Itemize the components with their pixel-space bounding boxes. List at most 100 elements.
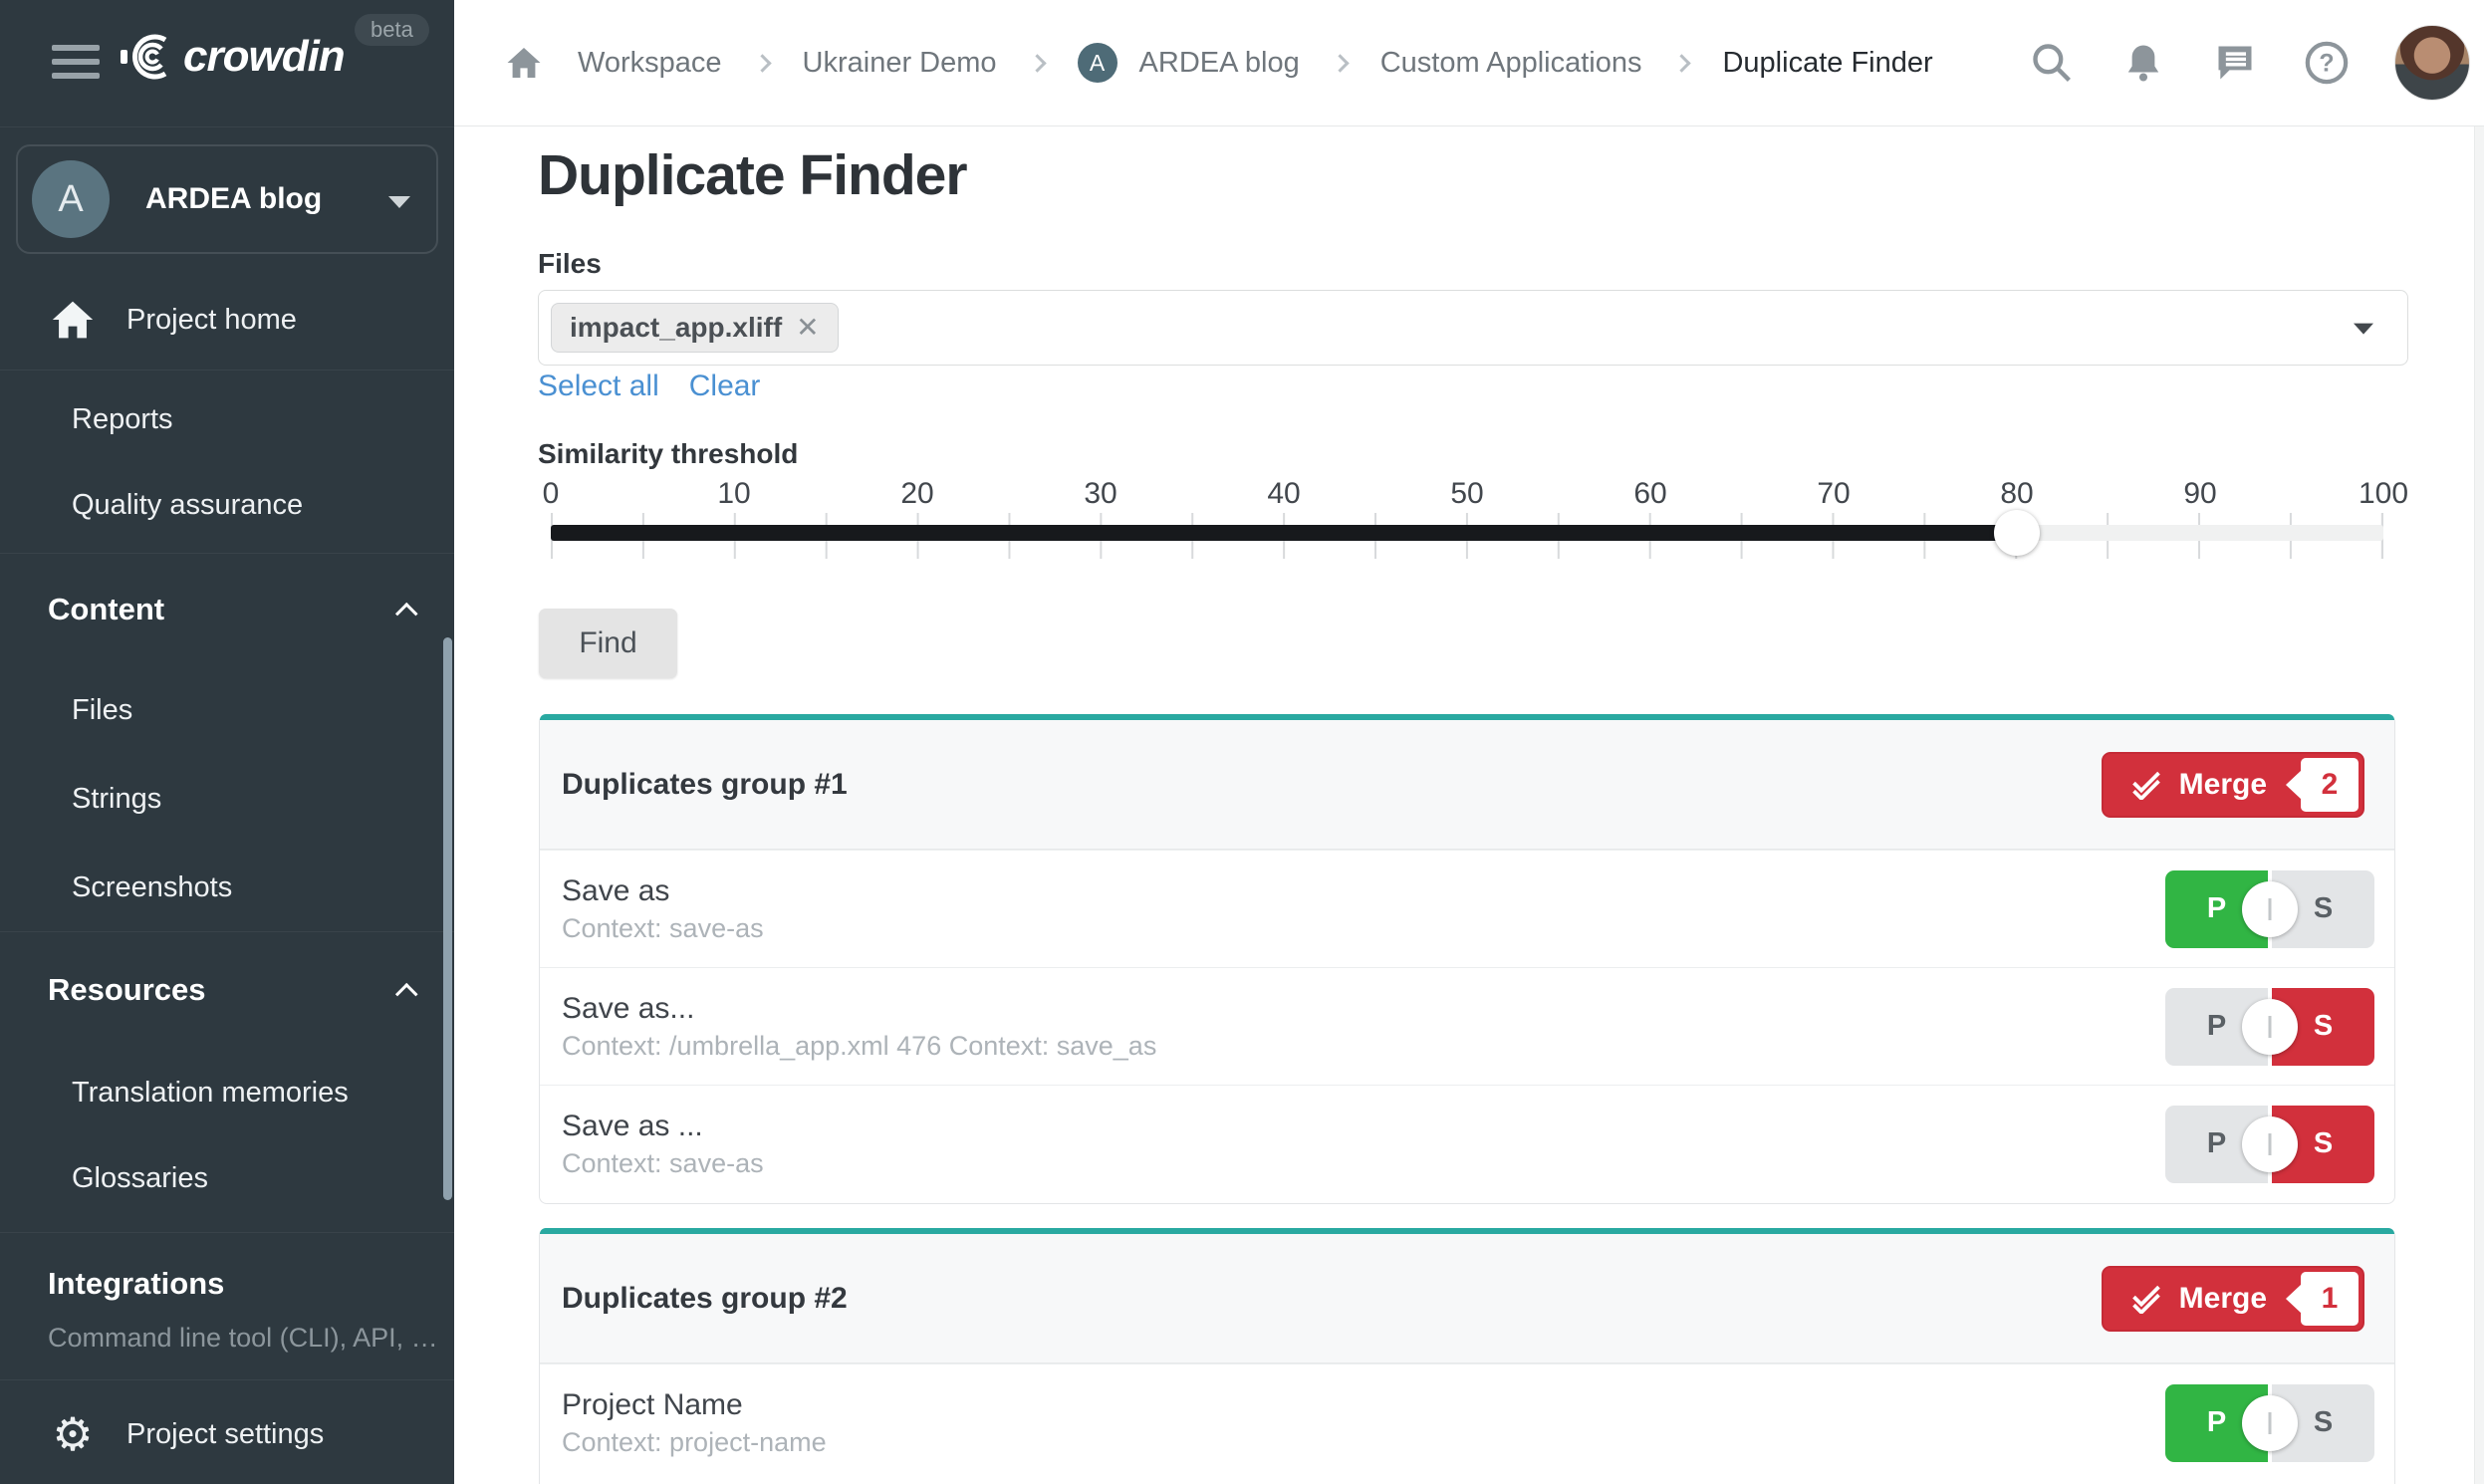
breadcrumb: Workspace Ukrainer Demo A ARDEA blog Cus…: [504, 0, 1933, 125]
similarity-threshold-slider[interactable]: [551, 510, 2383, 556]
beta-badge: beta: [355, 14, 429, 46]
sidebar-item-screenshots[interactable]: Screenshots: [72, 870, 233, 903]
page-title: Duplicate Finder: [538, 143, 968, 207]
slider-tick-label: 20: [900, 477, 934, 510]
chevron-right-icon: [752, 53, 772, 73]
sidebar-scrollbar-thumb[interactable]: [443, 637, 452, 1200]
project-name: ARDEA blog: [145, 182, 323, 215]
selected-file-tag: impact_app.xliff ✕: [551, 303, 839, 353]
sidebar-divider: [0, 1379, 454, 1380]
breadcrumb-ukrainer-demo[interactable]: Ukrainer Demo: [802, 46, 997, 79]
merge-button[interactable]: Merge 1: [2101, 1265, 2364, 1332]
remove-tag-icon[interactable]: ✕: [796, 312, 820, 343]
toggle-knob[interactable]: [2242, 1394, 2298, 1451]
check-double-icon: [2131, 1285, 2160, 1314]
main-content: Duplicate Finder Files impact_app.xliff …: [454, 126, 2484, 1484]
sidebar-divider: [0, 126, 454, 127]
help-icon[interactable]: ?: [2303, 39, 2351, 87]
toggle-knob[interactable]: [2242, 998, 2298, 1055]
merge-button[interactable]: Merge 2: [2101, 751, 2364, 818]
integrations-subtitle: Command line tool (CLI), API, …: [48, 1323, 436, 1353]
notifications-bell-icon[interactable]: [2119, 39, 2167, 87]
chevron-down-icon: [388, 196, 410, 208]
select-all-link[interactable]: Select all: [538, 370, 659, 402]
slider-tick-label: 100: [2358, 477, 2409, 510]
search-icon[interactable]: [2028, 39, 2076, 87]
primary-secondary-toggle[interactable]: P S: [2165, 1383, 2374, 1462]
breadcrumb-workspace[interactable]: Workspace: [578, 46, 722, 79]
toggle-knob[interactable]: [2242, 880, 2298, 937]
sidebar-item-files[interactable]: Files: [72, 693, 133, 726]
sidebar: crowdin beta A ARDEA blog Project home R…: [0, 0, 454, 1484]
sidebar-item-reports[interactable]: Reports: [72, 402, 173, 435]
slider-tick-label: 60: [1633, 477, 1667, 510]
select-caret-icon: [2354, 323, 2373, 335]
project-selector[interactable]: A ARDEA blog: [16, 144, 438, 254]
chevron-right-icon: [1331, 53, 1350, 73]
breadcrumb-project-avatar: A: [1077, 43, 1118, 83]
duplicates-group-card: Duplicates group #2 Merge 1 Project Name…: [539, 1228, 2395, 1484]
string-context: Context: save-as: [562, 912, 764, 943]
slider-tick-label: 70: [1817, 477, 1851, 510]
slider-tick-label: 80: [2000, 477, 2034, 510]
card-accent-bar: [540, 714, 2394, 720]
sidebar-divider: [0, 931, 454, 932]
sidebar-item-translation-memories[interactable]: Translation memories: [72, 1076, 349, 1109]
duplicate-row: Project Name Context: project-name P S: [540, 1363, 2394, 1481]
sidebar-item-project-home[interactable]: Project home: [0, 271, 454, 369]
sidebar-section-integrations[interactable]: Integrations: [48, 1266, 225, 1301]
sidebar-item-glossaries[interactable]: Glossaries: [72, 1161, 208, 1194]
messages-icon[interactable]: [2211, 39, 2259, 87]
slider-fill: [551, 525, 2017, 541]
chevron-right-icon: [1672, 53, 1692, 73]
primary-secondary-toggle[interactable]: P S: [2165, 987, 2374, 1066]
string-text: Save as ...: [562, 1109, 703, 1142]
files-multiselect[interactable]: impact_app.xliff ✕: [538, 290, 2408, 366]
page-scrollbar-track[interactable]: [2474, 126, 2484, 1484]
sidebar-divider: [0, 370, 454, 371]
top-bar: Workspace Ukrainer Demo A ARDEA blog Cus…: [454, 0, 2484, 126]
slider-tick-label: 10: [717, 477, 751, 510]
string-text: Save as: [562, 873, 670, 907]
slider-tick-label: 40: [1267, 477, 1301, 510]
sidebar-item-strings[interactable]: Strings: [72, 782, 162, 815]
breadcrumb-custom-applications[interactable]: Custom Applications: [1379, 46, 1642, 79]
chevron-up-icon: [394, 982, 418, 1006]
sidebar-item-project-settings[interactable]: ⚙ Project settings: [0, 1384, 454, 1484]
files-field-label: Files: [538, 248, 602, 279]
primary-secondary-toggle[interactable]: P S: [2165, 1105, 2374, 1183]
home-icon[interactable]: [504, 39, 544, 87]
group-title: Duplicates group #2: [562, 1281, 848, 1315]
slider-handle[interactable]: [1994, 510, 2040, 556]
string-text: Project Name: [562, 1387, 743, 1421]
svg-text:?: ?: [2319, 50, 2334, 78]
breadcrumb-ardea-blog[interactable]: ARDEA blog: [1138, 46, 1300, 79]
duplicate-row: Save as... Context: /umbrella_app.xml 47…: [540, 967, 2394, 1085]
check-double-icon: [2131, 771, 2160, 800]
slider-tick-label: 50: [1450, 477, 1484, 510]
find-button[interactable]: Find: [539, 609, 677, 678]
sidebar-section-content[interactable]: Content: [0, 566, 454, 653]
crowdin-logo-icon: [121, 34, 167, 80]
toggle-primary-option[interactable]: P: [2165, 869, 2268, 948]
string-context: Context: save-as: [562, 1147, 764, 1178]
string-context: Context: /umbrella_app.xml 476 Context: …: [562, 1030, 1157, 1061]
hamburger-menu-icon[interactable]: [52, 45, 100, 79]
card-header: Duplicates group #2 Merge 1: [540, 1234, 2394, 1363]
sidebar-divider: [0, 553, 454, 554]
merge-count-badge: 2: [2286, 757, 2359, 812]
project-avatar: A: [32, 160, 110, 238]
sidebar-section-resources[interactable]: Resources: [0, 946, 454, 1034]
slider-tick-label: 0: [542, 477, 560, 510]
user-avatar[interactable]: [2394, 25, 2470, 101]
breadcrumb-duplicate-finder: Duplicate Finder: [1722, 46, 1933, 79]
clear-link[interactable]: Clear: [688, 370, 761, 402]
sidebar-item-quality-assurance[interactable]: Quality assurance: [72, 488, 304, 521]
slider-tick-label: 30: [1084, 477, 1118, 510]
crowdin-logo[interactable]: crowdin: [120, 32, 346, 82]
string-text: Save as...: [562, 991, 695, 1025]
primary-secondary-toggle[interactable]: P S: [2165, 869, 2374, 948]
merge-count-badge: 1: [2286, 1271, 2359, 1326]
toggle-knob[interactable]: [2242, 1115, 2298, 1172]
duplicate-row: Save as ... Context: save-as P S: [540, 1085, 2394, 1202]
